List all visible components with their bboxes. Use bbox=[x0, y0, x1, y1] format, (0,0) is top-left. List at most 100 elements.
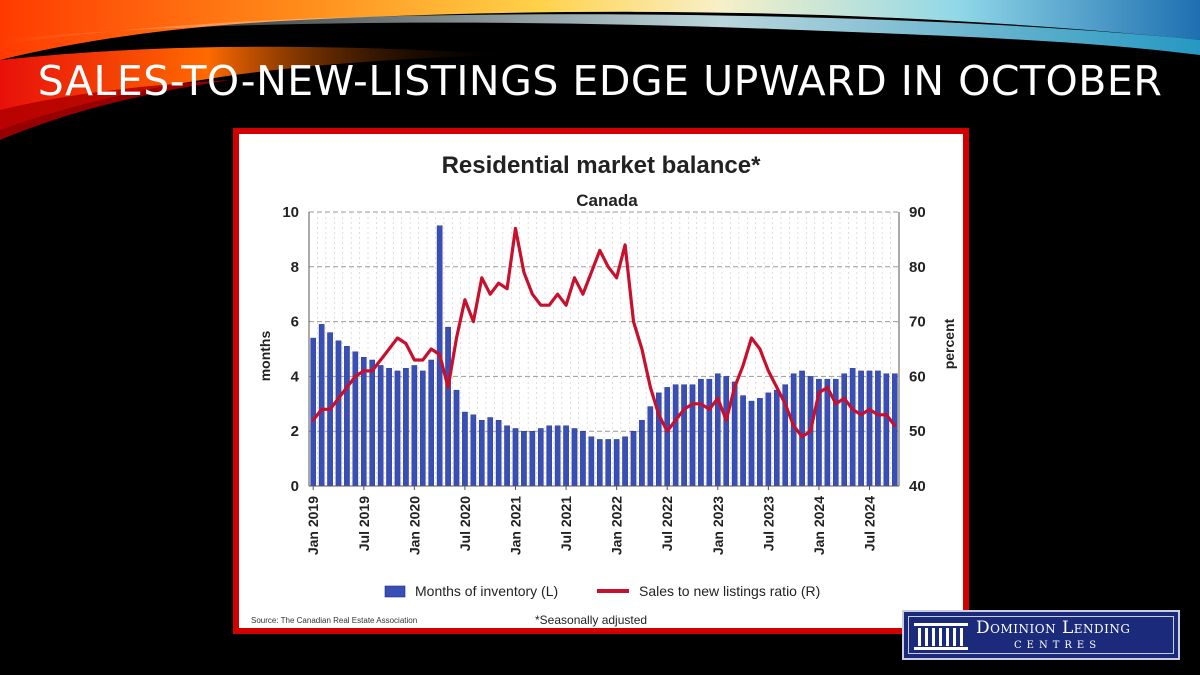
x-tick-label: Jan 2023 bbox=[710, 496, 726, 555]
y-tick-left: 4 bbox=[291, 368, 300, 385]
bar-month-46 bbox=[698, 378, 704, 487]
x-tick-label: Jul 2020 bbox=[457, 496, 473, 551]
logo-name: Dominion Lending bbox=[976, 618, 1131, 638]
bar-month-8 bbox=[377, 365, 384, 487]
bar-month-16 bbox=[445, 326, 451, 487]
y-tick-right: 80 bbox=[909, 259, 926, 276]
y-tick-right: 50 bbox=[909, 423, 926, 440]
bar-month-20 bbox=[478, 420, 485, 487]
bar-month-14 bbox=[428, 359, 435, 487]
chart-subtitle: Canada bbox=[576, 191, 638, 210]
x-tick-label: Jan 2022 bbox=[609, 496, 625, 555]
bar-month-53 bbox=[757, 398, 763, 487]
bar-month-7 bbox=[369, 359, 376, 487]
x-tick-label: Jul 2022 bbox=[659, 496, 675, 551]
y-tick-left: 2 bbox=[291, 423, 299, 440]
chart-source: Source: The Canadian Real Estate Associa… bbox=[251, 616, 417, 625]
x-tick-label: Jan 2019 bbox=[305, 496, 321, 555]
bar-month-38 bbox=[630, 431, 637, 487]
bar-month-27 bbox=[537, 428, 544, 487]
bar-month-36 bbox=[613, 439, 620, 487]
bar-month-4 bbox=[344, 346, 350, 487]
bar-month-19 bbox=[470, 414, 477, 487]
x-tick-label: Jul 2019 bbox=[356, 496, 372, 551]
y-tick-right: 60 bbox=[909, 368, 926, 385]
bar-month-49 bbox=[723, 376, 730, 487]
bar-month-23 bbox=[504, 425, 510, 487]
bar-month-28 bbox=[546, 425, 553, 487]
bar-month-30 bbox=[563, 425, 569, 487]
bar-month-67 bbox=[875, 370, 881, 487]
chart-footnote: *Seasonally adjusted bbox=[535, 613, 647, 627]
bar-month-12 bbox=[411, 365, 418, 487]
legend: Months of inventory (L) Sales to new lis… bbox=[384, 583, 820, 599]
y-tick-left: 0 bbox=[291, 478, 299, 495]
bar-month-5 bbox=[352, 351, 359, 487]
legend-label-ratio: Sales to new listings ratio (R) bbox=[639, 583, 820, 599]
x-tick-label: Jul 2021 bbox=[558, 496, 574, 551]
x-tick-label: Jan 2020 bbox=[406, 496, 422, 555]
chart-panel: Residential market balance* Canada 0 2 4 6 8… bbox=[239, 134, 963, 628]
slide-title: SALES-TO-NEW-LISTINGS EDGE UPWARD IN OCT… bbox=[37, 57, 1163, 105]
bar-month-66 bbox=[866, 370, 873, 487]
bar-month-47 bbox=[706, 378, 713, 487]
y-axis-left-label: months bbox=[257, 331, 273, 382]
x-tick-label: Jul 2023 bbox=[760, 496, 776, 551]
chart: Residential market balance* Canada 0 2 4 6 8… bbox=[251, 152, 957, 627]
bar-month-43 bbox=[672, 384, 679, 487]
bar-month-24 bbox=[512, 428, 519, 487]
bar-month-18 bbox=[462, 411, 468, 487]
logo-subtitle: CENTRES bbox=[1014, 640, 1102, 651]
legend-swatch-inventory bbox=[384, 585, 406, 598]
bar-month-58 bbox=[799, 370, 805, 487]
bar-month-61 bbox=[824, 378, 831, 487]
bar-month-51 bbox=[740, 395, 746, 487]
bar-month-63 bbox=[841, 373, 848, 487]
bar-month-65 bbox=[858, 370, 864, 487]
bar-month-42 bbox=[664, 387, 671, 487]
bar-month-33 bbox=[588, 436, 595, 487]
bar-month-64 bbox=[849, 367, 856, 487]
axis-layer: 0 2 4 6 8 10 40 50 60 70 80 90 Jan 2019 Jul 2019 Jan 2… bbox=[282, 204, 925, 555]
bar-month-0 bbox=[310, 337, 317, 487]
y-tick-left: 10 bbox=[282, 204, 299, 221]
series-line-sales-to-new-listings bbox=[311, 226, 897, 439]
bar-month-55 bbox=[773, 389, 780, 487]
bar-month-29 bbox=[554, 425, 561, 487]
bar-month-35 bbox=[605, 439, 612, 487]
y-tick-right: 70 bbox=[909, 314, 926, 331]
bar-month-11 bbox=[403, 367, 409, 487]
bar-month-13 bbox=[419, 370, 426, 487]
y-tick-left: 6 bbox=[291, 314, 299, 331]
chart-title: Residential market balance* bbox=[442, 152, 761, 179]
y-tick-right: 90 bbox=[909, 204, 926, 221]
bar-month-17 bbox=[453, 389, 460, 487]
x-tick-label: Jul 2024 bbox=[862, 496, 878, 551]
bar-month-3 bbox=[335, 340, 342, 487]
bar-month-62 bbox=[832, 378, 839, 487]
bar-month-45 bbox=[689, 384, 696, 487]
chart-frame: Residential market balance* Canada 0 2 4 6 8… bbox=[233, 128, 969, 634]
x-tick-label: Jan 2024 bbox=[811, 496, 827, 555]
bar-month-10 bbox=[394, 370, 401, 487]
bar-month-68 bbox=[883, 373, 890, 487]
bar-layer bbox=[310, 225, 898, 487]
bar-month-21 bbox=[487, 417, 494, 487]
columns-icon bbox=[914, 623, 968, 650]
dominion-lending-logo: Dominion Lending CENTRES bbox=[902, 610, 1180, 660]
bar-month-31 bbox=[571, 428, 578, 487]
bar-month-69 bbox=[891, 373, 898, 487]
bar-month-48 bbox=[714, 373, 721, 487]
x-tick-label: Jan 2021 bbox=[508, 496, 524, 555]
bar-month-26 bbox=[529, 431, 536, 487]
y-tick-left: 8 bbox=[291, 259, 299, 276]
y-tick-right: 40 bbox=[909, 478, 926, 495]
bar-month-9 bbox=[386, 367, 392, 487]
bar-month-40 bbox=[647, 406, 654, 487]
y-axis-right-label: percent bbox=[941, 318, 957, 369]
bar-month-1 bbox=[318, 324, 325, 487]
bar-month-52 bbox=[748, 400, 755, 487]
legend-label-inventory: Months of inventory (L) bbox=[415, 583, 558, 599]
bar-month-34 bbox=[596, 439, 603, 487]
bar-month-6 bbox=[360, 357, 367, 487]
